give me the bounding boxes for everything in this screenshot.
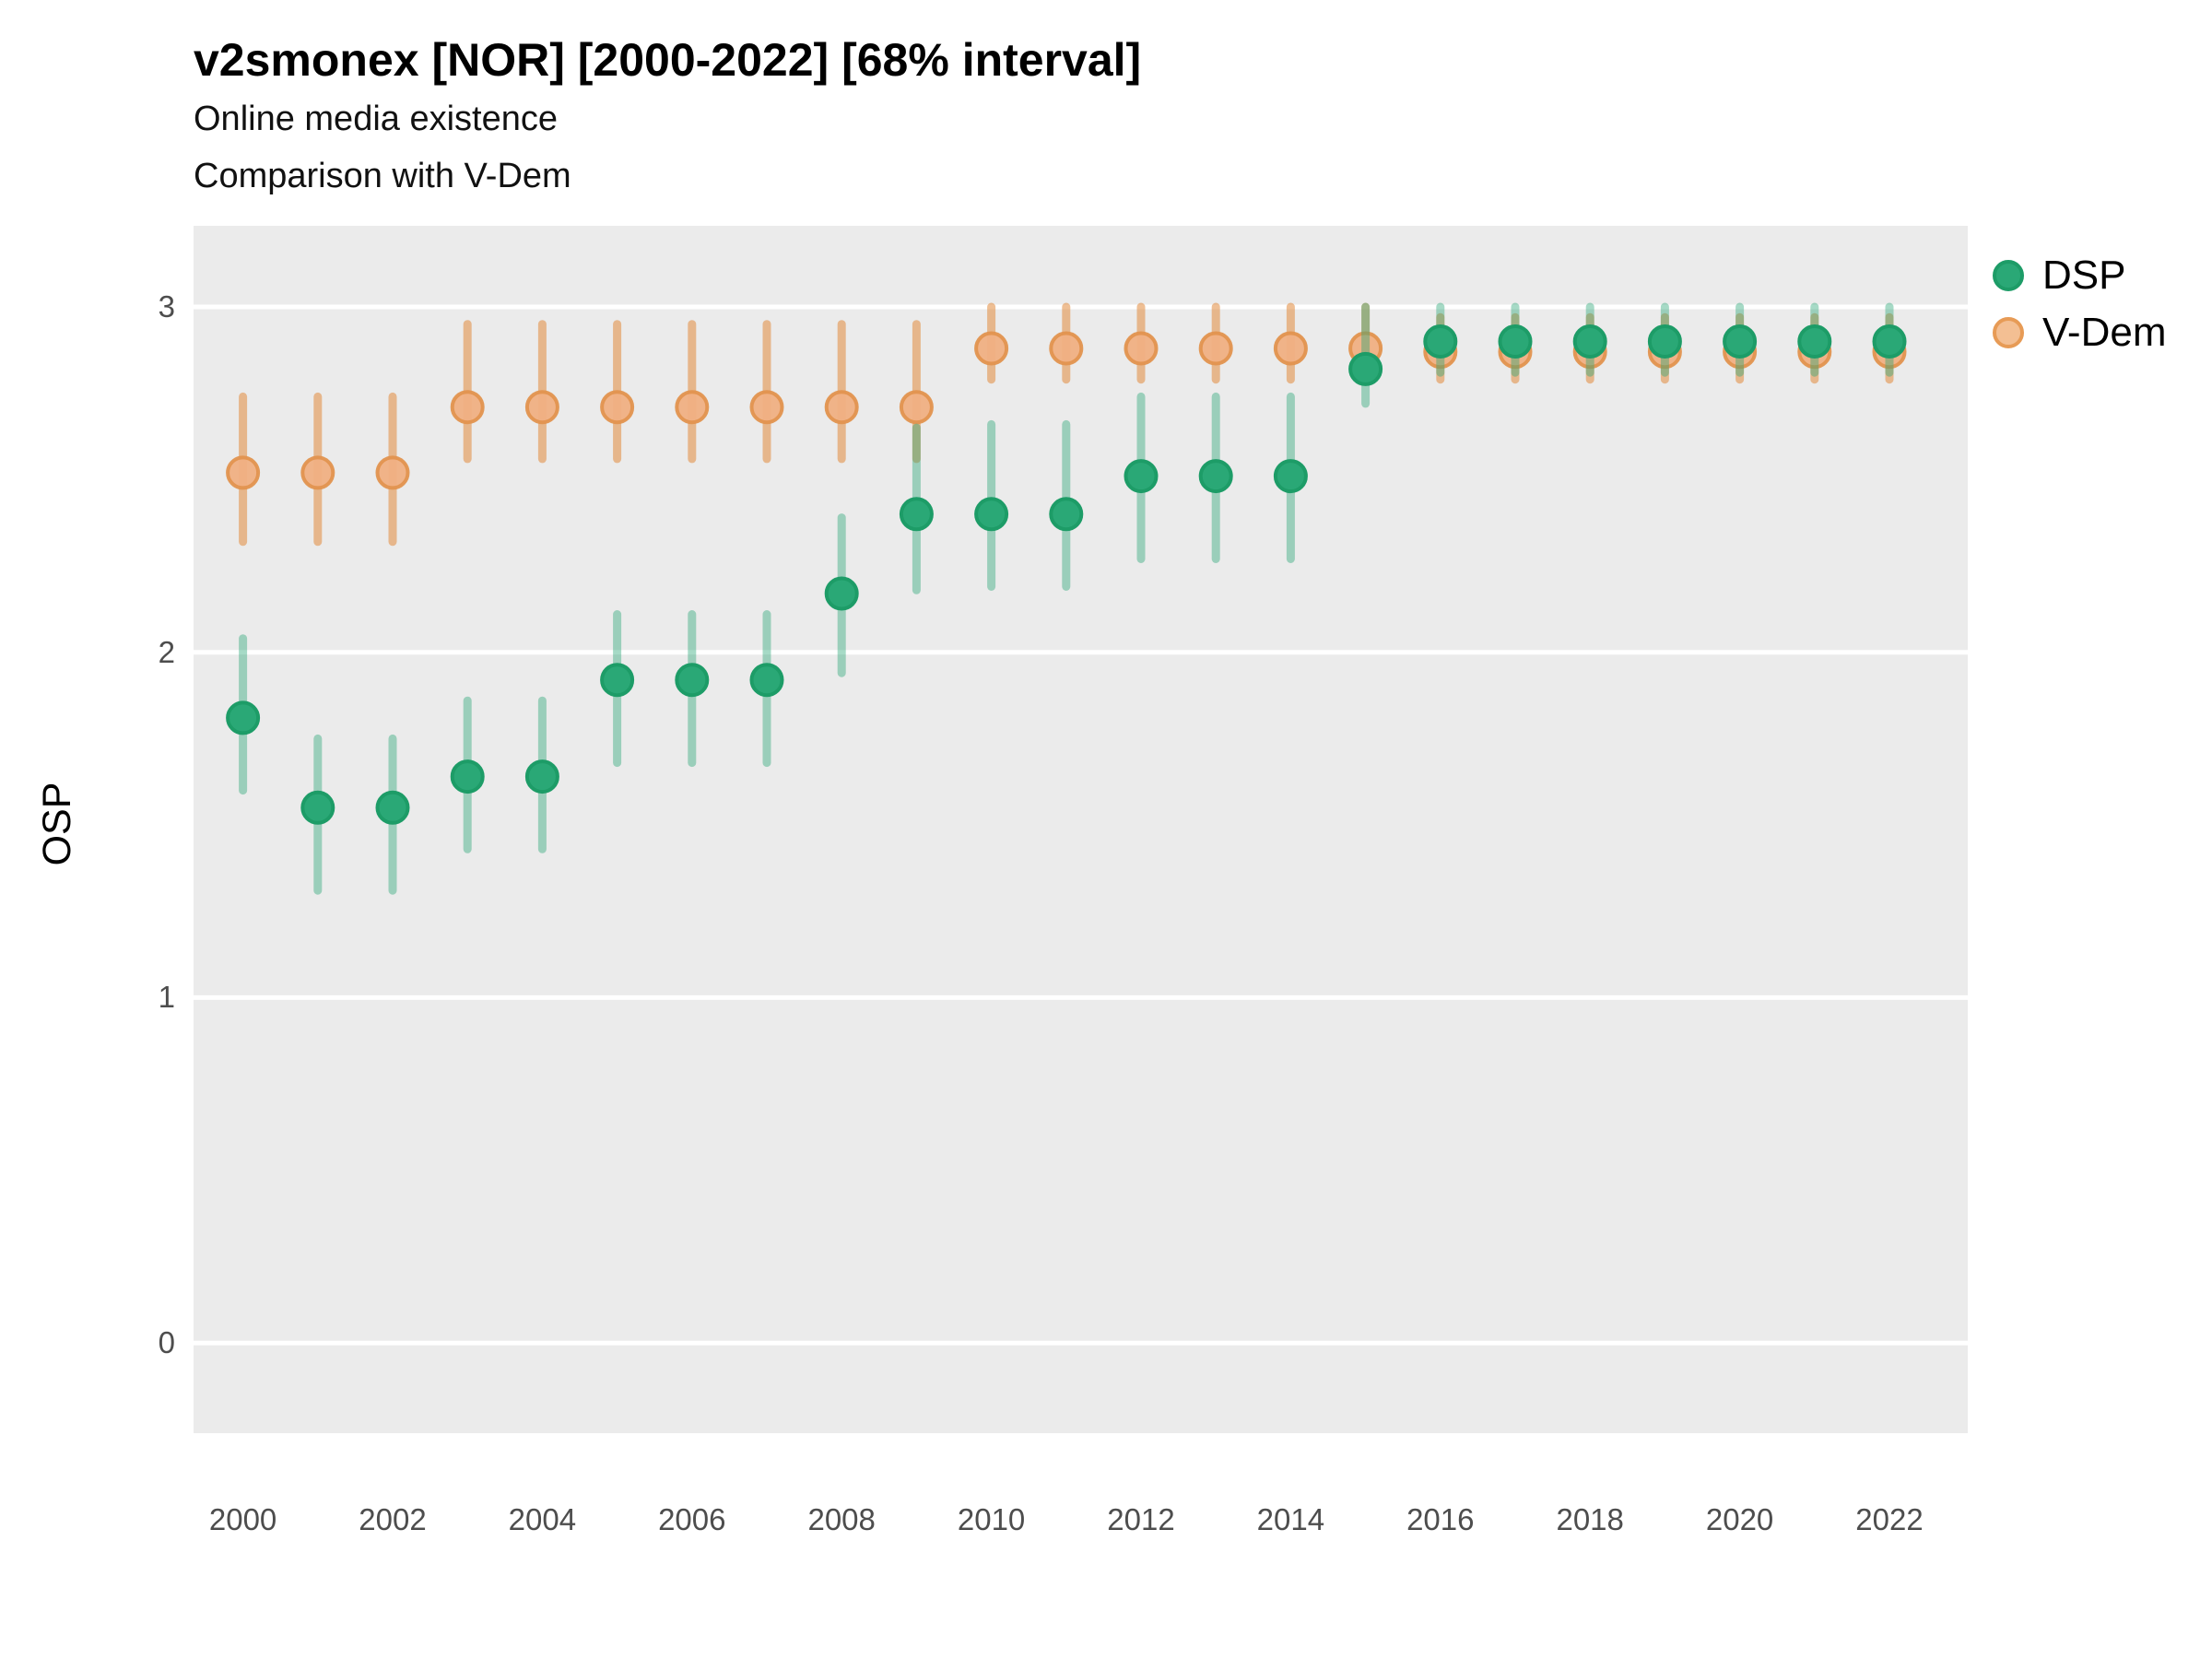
- dsp-point: [1273, 459, 1308, 494]
- x-tick-label-2000: 2000: [208, 1502, 277, 1536]
- y-tick-label-2: 2: [158, 634, 175, 669]
- plot-area-svg: [194, 302, 1968, 1346]
- vdem-point: [1124, 331, 1159, 366]
- vdem-point: [450, 390, 485, 425]
- vdem-point: [974, 331, 1009, 366]
- chart-subtitle-line2: Comparison with V-Dem: [194, 157, 571, 195]
- vdem-point: [375, 455, 410, 490]
- chart-subtitle-line1: Online media existence: [194, 100, 558, 138]
- legend-item-v-dem: V-Dem: [1993, 304, 2166, 361]
- vdem-point: [899, 390, 934, 425]
- dsp-legend-swatch-icon: [1993, 260, 2024, 291]
- dsp-point: [600, 663, 635, 698]
- dsp-point: [1423, 324, 1458, 359]
- x-tick-label-2014: 2014: [1256, 1502, 1325, 1536]
- dsp-point: [749, 663, 784, 698]
- dsp-point: [1872, 324, 1907, 359]
- dsp-point: [974, 497, 1009, 532]
- x-tick-label-2018: 2018: [1556, 1502, 1624, 1536]
- dsp-point: [1198, 459, 1233, 494]
- x-tick-label-2010: 2010: [957, 1502, 1026, 1536]
- dsp-point: [1797, 324, 1832, 359]
- vdem-point: [749, 390, 784, 425]
- chart-title: v2smonex [NOR] [2000-2022] [68% interval…: [194, 34, 1142, 86]
- vdem-point: [824, 390, 859, 425]
- dsp-point: [1723, 324, 1758, 359]
- x-tick-label-2002: 2002: [359, 1502, 427, 1536]
- v-dem-legend-swatch-icon: [1993, 317, 2024, 348]
- legend-label-v-dem: V-Dem: [2042, 310, 2167, 355]
- dsp-point: [375, 790, 410, 825]
- dsp-point: [1049, 497, 1084, 532]
- vdem-point: [675, 390, 710, 425]
- vdem-point: [524, 390, 559, 425]
- dsp-point: [300, 790, 335, 825]
- dsp-point: [899, 497, 934, 532]
- y-tick-label-3: 3: [158, 289, 175, 324]
- vdem-point: [1198, 331, 1233, 366]
- dsp-point: [675, 663, 710, 698]
- dsp-point: [1647, 324, 1682, 359]
- dsp-point: [1124, 459, 1159, 494]
- dsp-point: [1498, 324, 1533, 359]
- legend-label-dsp: DSP: [2042, 253, 2126, 298]
- plot-panel: [194, 226, 1968, 1433]
- vdem-point: [300, 455, 335, 490]
- vdem-point: [600, 390, 635, 425]
- dsp-point: [1348, 351, 1383, 386]
- vdem-point: [1273, 331, 1308, 366]
- dsp-point: [1572, 324, 1607, 359]
- legend-item-dsp: DSP: [1993, 247, 2166, 304]
- dsp-point: [824, 576, 859, 611]
- x-tick-label-2012: 2012: [1107, 1502, 1175, 1536]
- dsp-point: [524, 759, 559, 794]
- legend: DSP V-Dem: [1993, 247, 2166, 361]
- vdem-point: [1049, 331, 1084, 366]
- x-tick-label-2006: 2006: [658, 1502, 726, 1536]
- dsp-point: [226, 700, 261, 735]
- y-tick-label-0: 0: [158, 1325, 175, 1360]
- x-tick-label-2004: 2004: [508, 1502, 577, 1536]
- y-axis-title: OSP: [35, 782, 79, 866]
- x-tick-label-2016: 2016: [1406, 1502, 1475, 1536]
- x-tick-label-2020: 2020: [1705, 1502, 1774, 1536]
- dsp-point: [450, 759, 485, 794]
- x-tick-label-2008: 2008: [807, 1502, 876, 1536]
- vdem-point: [226, 455, 261, 490]
- x-tick-label-2022: 2022: [1855, 1502, 1924, 1536]
- y-tick-label-1: 1: [158, 980, 175, 1015]
